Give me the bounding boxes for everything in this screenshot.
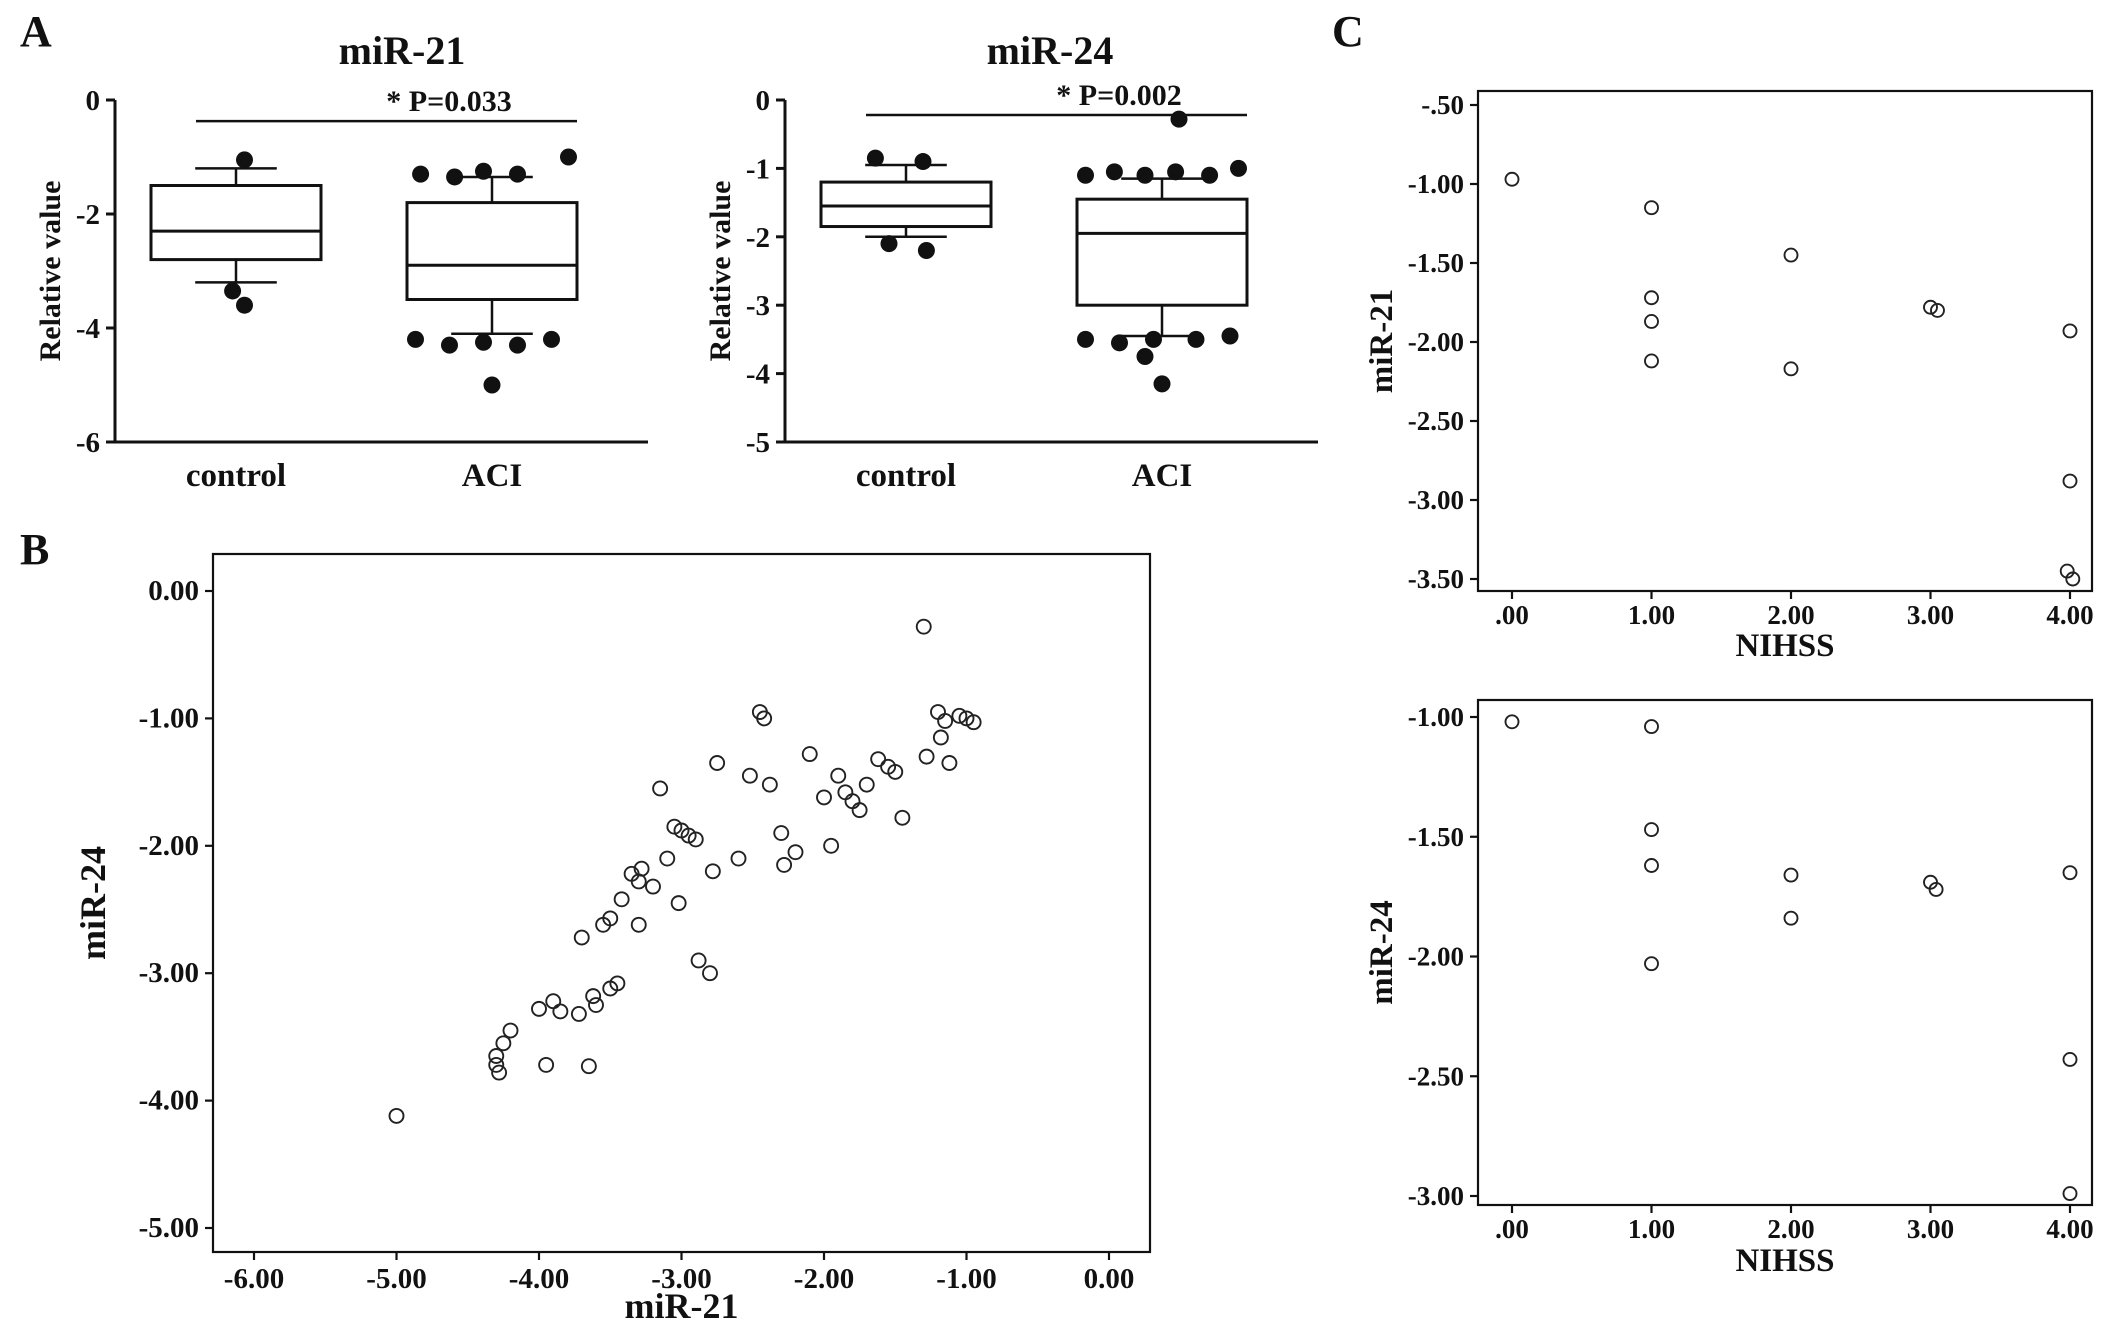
svg-text:miR-24: miR-24 — [73, 846, 113, 960]
svg-text:-2.50: -2.50 — [1408, 1061, 1464, 1091]
svg-text:-4: -4 — [746, 359, 770, 391]
svg-text:control: control — [186, 458, 286, 494]
svg-text:-1.50: -1.50 — [1408, 822, 1464, 852]
svg-text:miR-21: miR-21 — [339, 28, 466, 73]
svg-text:-5.00: -5.00 — [139, 1212, 199, 1244]
mir24-vs-nihss-scatterplot: -1.00 -1.50 -2.00 -2.50 -3.00 .00 1.00 2.00 3.00… — [1364, 698, 2094, 1279]
svg-text:NIHSS: NIHSS — [1735, 1243, 1834, 1279]
svg-text:miR-21: miR-21 — [1364, 289, 1400, 393]
mir24-boxplot: miR-24 * P=0.002 0 -1 -2 -3 -4 -5 Relative value… — [704, 28, 1318, 494]
svg-text:-3.00: -3.00 — [1408, 1181, 1464, 1211]
svg-text:.00: .00 — [1495, 1214, 1529, 1244]
svg-text:1.00: 1.00 — [1628, 600, 1675, 630]
svg-text:-5.00: -5.00 — [366, 1263, 426, 1295]
svg-text:miR-21: miR-21 — [625, 1286, 739, 1325]
svg-text:-3: -3 — [746, 290, 770, 322]
svg-text:2.00: 2.00 — [1767, 600, 1814, 630]
svg-text:miR-24: miR-24 — [1364, 900, 1400, 1004]
panel-a-label: A — [20, 7, 52, 56]
svg-text:-2.00: -2.00 — [139, 830, 199, 862]
svg-text:ACI: ACI — [462, 458, 523, 494]
svg-text:control: control — [856, 458, 956, 494]
svg-text:2.00: 2.00 — [1767, 1214, 1814, 1244]
svg-text:0: 0 — [756, 85, 771, 117]
svg-text:-1.00: -1.00 — [1408, 169, 1464, 199]
mir21-vs-mir24-scatterplot: 0.00 -1.00 -2.00 -3.00 -4.00 -5.00 -6.00 -5.00 -… — [73, 552, 1152, 1325]
svg-text:-1.50: -1.50 — [1408, 248, 1464, 278]
svg-text:-1: -1 — [746, 153, 770, 185]
svg-text:NIHSS: NIHSS — [1735, 628, 1834, 664]
svg-text:3.00: 3.00 — [1907, 600, 1954, 630]
svg-text:-4: -4 — [76, 313, 100, 345]
mir21-boxplot: miR-21 * P=0.033 0 -2 -4 -6 Relative value cont… — [34, 28, 648, 494]
svg-text:-.50: -.50 — [1421, 90, 1464, 120]
svg-text:-2: -2 — [746, 222, 770, 254]
svg-text:-1.00: -1.00 — [139, 702, 199, 734]
svg-text:-4.00: -4.00 — [509, 1263, 569, 1295]
svg-text:-3.50: -3.50 — [1408, 564, 1464, 594]
svg-text:1.00: 1.00 — [1628, 1214, 1675, 1244]
svg-text:-1.00: -1.00 — [1408, 702, 1464, 732]
svg-text:4.00: 4.00 — [2046, 1214, 2093, 1244]
svg-text:0.00: 0.00 — [148, 575, 199, 607]
svg-text:Relative value: Relative value — [34, 181, 67, 362]
svg-text:-2.00: -2.00 — [1408, 327, 1464, 357]
svg-text:miR-24: miR-24 — [987, 28, 1114, 73]
panel-c-label: C — [1332, 7, 1364, 56]
mir21-vs-nihss-scatterplot: -.50 -1.00 -1.50 -2.00 -2.50 -3.00 -3.50 .00 1.0… — [1364, 89, 2094, 664]
svg-text:0: 0 — [86, 85, 101, 117]
svg-text:Relative value: Relative value — [704, 181, 737, 362]
svg-text:-1.00: -1.00 — [936, 1263, 996, 1295]
svg-text:-3.00: -3.00 — [651, 1263, 711, 1295]
svg-text:-2.50: -2.50 — [1408, 406, 1464, 436]
svg-text:* P=0.033: * P=0.033 — [386, 85, 511, 118]
svg-text:* P=0.002: * P=0.002 — [1056, 79, 1181, 112]
svg-text:3.00: 3.00 — [1907, 1214, 1954, 1244]
svg-text:.00: .00 — [1495, 600, 1529, 630]
svg-text:-6.00: -6.00 — [224, 1263, 284, 1295]
svg-text:-2.00: -2.00 — [794, 1263, 854, 1295]
svg-text:-3.00: -3.00 — [139, 957, 199, 989]
svg-text:4.00: 4.00 — [2046, 600, 2093, 630]
panel-b-label: B — [20, 525, 50, 574]
svg-text:-6: -6 — [76, 427, 100, 459]
svg-text:-3.00: -3.00 — [1408, 485, 1464, 515]
svg-text:ACI: ACI — [1132, 458, 1193, 494]
svg-text:-4.00: -4.00 — [139, 1085, 199, 1117]
svg-text:-2.00: -2.00 — [1408, 942, 1464, 972]
svg-text:-2: -2 — [76, 199, 100, 231]
svg-text:-5: -5 — [746, 427, 770, 459]
svg-text:0.00: 0.00 — [1084, 1263, 1135, 1295]
